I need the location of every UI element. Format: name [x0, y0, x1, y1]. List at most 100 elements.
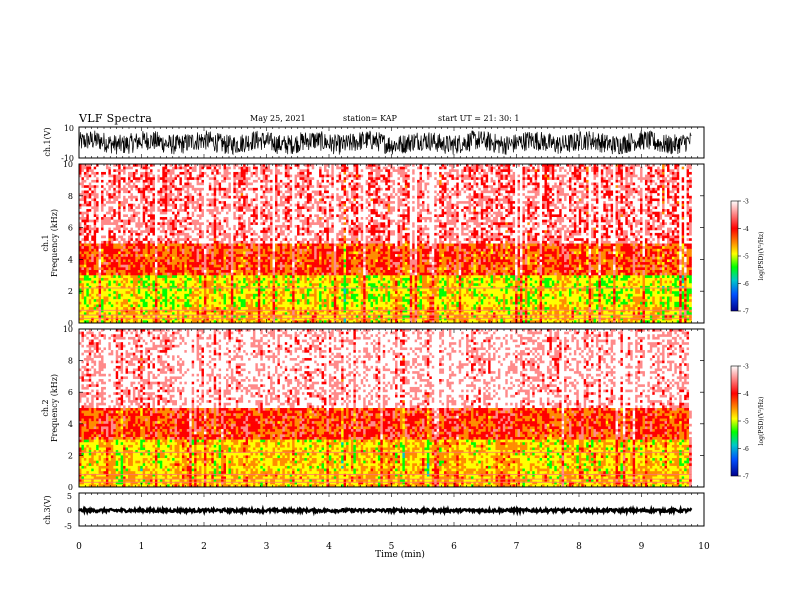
spec-cell: [246, 267, 249, 270]
spec-cell: [206, 167, 209, 170]
spec-cell: [111, 297, 114, 300]
spec-cell: [108, 238, 111, 241]
spec-cell: [130, 257, 133, 260]
spec-cell: [118, 214, 121, 217]
spec-cell: [108, 177, 111, 180]
spec-cell: [145, 228, 148, 231]
spec-cell: [214, 251, 217, 254]
spec-cell: [118, 220, 121, 223]
spec-cell: [138, 233, 141, 236]
spec-cell: [108, 304, 111, 307]
spec-cell: [214, 278, 217, 281]
spec-cell: [238, 257, 241, 260]
spec-cell: [199, 217, 202, 220]
spec-cell: [140, 244, 143, 247]
spec-cell: [194, 283, 197, 286]
spec-cell: [243, 185, 246, 188]
spec-cell: [184, 188, 187, 191]
spec-cell: [206, 244, 209, 247]
spec-cell: [145, 233, 148, 236]
spec-cell: [128, 289, 131, 292]
spec-cell: [140, 267, 143, 270]
spec-cell: [91, 180, 94, 183]
spec-cell: [219, 228, 222, 231]
spec-cell: [86, 249, 89, 252]
spec-cell: [86, 246, 89, 249]
spec-cell: [177, 228, 180, 231]
spec-cell: [206, 315, 209, 318]
spec-cell: [148, 251, 151, 254]
spec-cell: [221, 289, 224, 292]
spec-cell: [86, 307, 89, 310]
spec-cell: [128, 236, 131, 239]
spec-cell: [128, 175, 131, 178]
spec-cell: [99, 254, 102, 257]
spec-cell: [184, 307, 187, 310]
spec-cell: [143, 278, 146, 281]
spec-cell: [126, 172, 129, 175]
spec-cell: [128, 180, 131, 183]
spec-cell: [211, 167, 214, 170]
spec-cell: [175, 201, 178, 204]
spec-cell: [226, 180, 229, 183]
spec-cell: [113, 302, 116, 305]
spec-cell: [157, 225, 160, 228]
spec-cell: [184, 233, 187, 236]
spec-cell: [202, 175, 205, 178]
spec-cell: [246, 259, 249, 262]
spec-cell: [243, 167, 246, 170]
spec-cell: [172, 254, 175, 257]
spec-cell: [170, 262, 173, 265]
spec-cell: [228, 307, 231, 310]
spec-cell: [126, 167, 129, 170]
spec-cell: [189, 283, 192, 286]
spec-cell: [113, 230, 116, 233]
spec-cell: [94, 304, 97, 307]
spec-cell: [246, 209, 249, 212]
spec-cell: [199, 273, 202, 276]
spec-cell: [206, 214, 209, 217]
spec-cell: [160, 294, 163, 297]
spec-cell: [175, 222, 178, 225]
spec-cell: [162, 281, 165, 284]
spec-cell: [204, 267, 207, 270]
spec-cell: [157, 238, 160, 241]
spec-cell: [238, 270, 241, 273]
spec-cell: [155, 214, 158, 217]
spec-cell: [118, 254, 121, 257]
spec-cell: [128, 183, 131, 186]
spec-cell: [126, 236, 129, 239]
spec-cell: [214, 289, 217, 292]
spec-cell: [86, 175, 89, 178]
spec-cell: [140, 302, 143, 305]
spec-cell: [106, 201, 109, 204]
spec-cell: [116, 191, 119, 194]
spec-cell: [233, 217, 236, 220]
spec-cell: [94, 220, 97, 223]
spec-cell: [187, 244, 190, 247]
spec-cell: [157, 259, 160, 262]
spec-cell: [233, 230, 236, 233]
spec-cell: [228, 172, 231, 175]
spec-cell: [170, 228, 173, 231]
spec-cell: [133, 291, 136, 294]
spec-cell: [216, 222, 219, 225]
spec-cell: [192, 289, 195, 292]
spec-cell: [172, 299, 175, 302]
spec-cell: [118, 188, 121, 191]
spec-cell: [104, 238, 107, 241]
spec-cell: [182, 204, 185, 207]
spec-cell: [206, 238, 209, 241]
spec-cell: [219, 267, 222, 270]
spec-cell: [155, 198, 158, 201]
spec-cell: [133, 193, 136, 196]
spec-cell: [231, 169, 234, 172]
spec-cell: [157, 222, 160, 225]
spec-cell: [179, 289, 182, 292]
spec-cell: [160, 315, 163, 318]
spec-cell: [179, 270, 182, 273]
spec-cell: [231, 175, 234, 178]
spec-cell: [104, 307, 107, 310]
spec-cell: [204, 214, 207, 217]
spec-cell: [221, 241, 224, 244]
